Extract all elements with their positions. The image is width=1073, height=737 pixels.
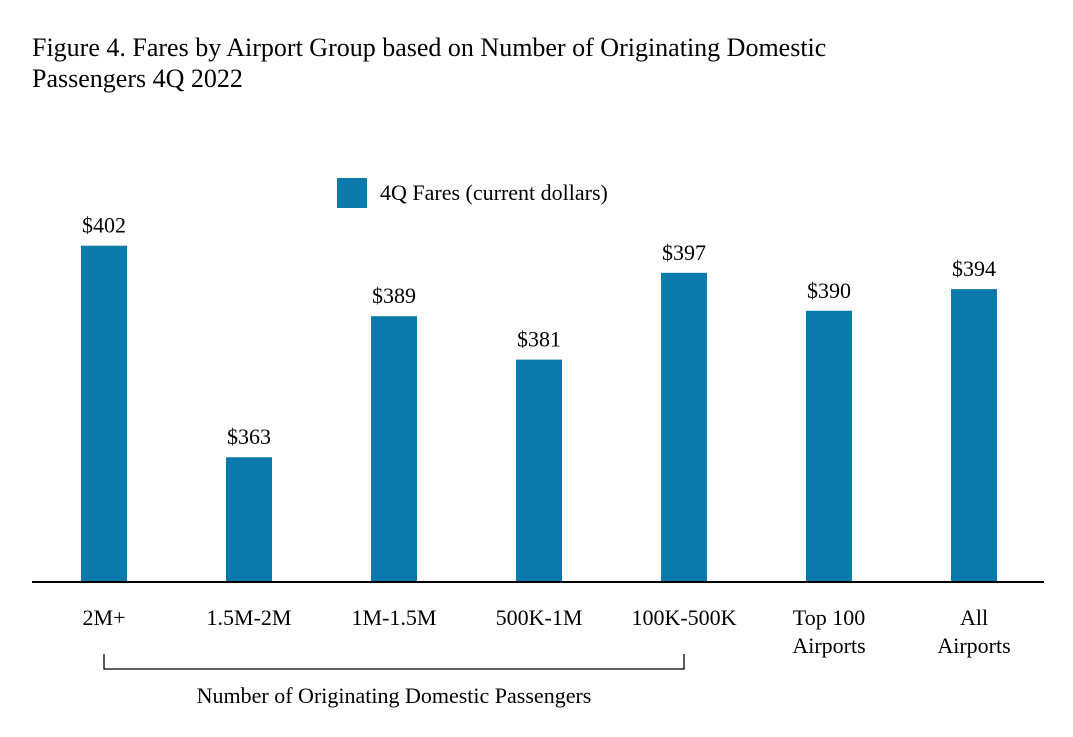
bar-4 bbox=[661, 272, 707, 582]
category-label-6-line1: Airports bbox=[937, 633, 1010, 658]
bar-5 bbox=[806, 310, 852, 582]
chart-title-line2: Passengers 4Q 2022 bbox=[32, 64, 243, 93]
category-label-3: 500K-1M bbox=[496, 605, 583, 630]
value-label-0: $402 bbox=[82, 213, 126, 238]
value-labels-group: $402 $363 $389 $381 $397 $390 $394 bbox=[82, 213, 996, 450]
value-label-6: $394 bbox=[952, 256, 996, 281]
value-label-3: $381 bbox=[517, 327, 561, 352]
legend: 4Q Fares (current dollars) bbox=[337, 178, 608, 208]
chart-title-line1: Figure 4. Fares by Airport Group based o… bbox=[32, 33, 827, 62]
category-label-6-line0: All bbox=[960, 605, 988, 630]
category-bracket bbox=[103, 654, 685, 670]
category-labels-group: 2M+ 1.5M-2M 1M-1.5M 500K-1M 100K-500K Top 100… bbox=[83, 605, 1011, 658]
bar-3 bbox=[516, 359, 562, 582]
value-label-1: $363 bbox=[227, 424, 271, 449]
value-label-5: $390 bbox=[807, 278, 851, 303]
category-label-5-line0: Top 100 bbox=[793, 605, 865, 630]
category-label-5-line1: Airports bbox=[792, 633, 865, 658]
bar-6 bbox=[951, 289, 997, 582]
bar-2 bbox=[371, 316, 417, 582]
category-label-1: 1.5M-2M bbox=[207, 605, 292, 630]
bars-group bbox=[81, 245, 997, 583]
bracket-label: Number of Originating Domestic Passenger… bbox=[197, 683, 592, 708]
chart-title: Figure 4. Fares by Airport Group based o… bbox=[32, 32, 1032, 94]
legend-label: 4Q Fares (current dollars) bbox=[380, 180, 608, 205]
bar-0 bbox=[81, 245, 127, 583]
category-label-0: 2M+ bbox=[83, 605, 126, 630]
category-label-2: 1M-1.5M bbox=[352, 605, 437, 630]
category-label-4: 100K-500K bbox=[631, 605, 736, 630]
legend-swatch bbox=[337, 178, 367, 208]
value-label-2: $389 bbox=[372, 283, 416, 308]
bar-1 bbox=[226, 457, 272, 582]
value-label-4: $397 bbox=[662, 240, 706, 265]
